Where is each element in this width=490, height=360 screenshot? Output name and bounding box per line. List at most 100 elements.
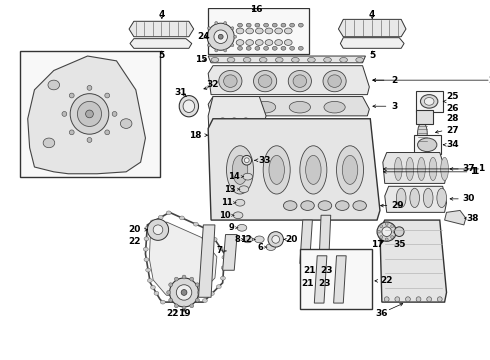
- Ellipse shape: [417, 157, 425, 180]
- Ellipse shape: [237, 224, 247, 231]
- Ellipse shape: [221, 266, 226, 270]
- Ellipse shape: [220, 276, 225, 280]
- Ellipse shape: [265, 40, 273, 45]
- Ellipse shape: [235, 199, 245, 206]
- Ellipse shape: [300, 146, 327, 194]
- Text: 22: 22: [166, 309, 179, 318]
- Ellipse shape: [215, 22, 218, 24]
- Ellipse shape: [230, 145, 238, 153]
- Ellipse shape: [206, 229, 211, 233]
- Ellipse shape: [181, 289, 187, 295]
- Ellipse shape: [385, 238, 388, 241]
- Text: 22: 22: [128, 237, 141, 246]
- Ellipse shape: [69, 130, 74, 135]
- Bar: [208, 8, 310, 54]
- Ellipse shape: [438, 297, 442, 302]
- Ellipse shape: [242, 156, 251, 165]
- Polygon shape: [149, 222, 217, 295]
- Ellipse shape: [281, 23, 286, 27]
- Ellipse shape: [179, 96, 198, 117]
- Ellipse shape: [144, 258, 149, 262]
- Ellipse shape: [77, 102, 101, 126]
- Text: 3: 3: [392, 102, 398, 111]
- Text: 1: 1: [470, 167, 477, 176]
- Ellipse shape: [385, 222, 388, 225]
- Ellipse shape: [190, 304, 194, 308]
- Ellipse shape: [242, 158, 250, 166]
- Ellipse shape: [272, 46, 277, 50]
- Ellipse shape: [394, 157, 402, 180]
- Text: 23: 23: [320, 266, 333, 275]
- Ellipse shape: [264, 23, 269, 27]
- Ellipse shape: [87, 138, 92, 143]
- Ellipse shape: [340, 58, 347, 62]
- Ellipse shape: [170, 278, 198, 307]
- Text: 16: 16: [250, 5, 263, 14]
- Ellipse shape: [283, 201, 297, 211]
- Ellipse shape: [144, 237, 149, 241]
- Ellipse shape: [232, 156, 248, 184]
- Polygon shape: [129, 21, 194, 37]
- Ellipse shape: [169, 298, 172, 302]
- Ellipse shape: [167, 291, 171, 294]
- Polygon shape: [208, 96, 369, 116]
- Text: 20: 20: [285, 235, 298, 244]
- Ellipse shape: [377, 222, 396, 241]
- Ellipse shape: [275, 58, 283, 62]
- Bar: [416, 91, 442, 112]
- Ellipse shape: [272, 23, 277, 27]
- Polygon shape: [222, 235, 237, 270]
- Ellipse shape: [391, 236, 393, 239]
- Ellipse shape: [382, 227, 392, 237]
- Ellipse shape: [219, 71, 242, 92]
- Ellipse shape: [416, 297, 421, 302]
- Ellipse shape: [222, 255, 227, 259]
- Ellipse shape: [353, 201, 367, 211]
- Ellipse shape: [194, 222, 198, 226]
- Ellipse shape: [406, 297, 410, 302]
- Ellipse shape: [158, 215, 163, 219]
- Ellipse shape: [298, 23, 303, 27]
- Ellipse shape: [219, 118, 226, 126]
- Ellipse shape: [245, 158, 249, 163]
- Ellipse shape: [239, 186, 249, 193]
- Text: 12: 12: [240, 235, 251, 244]
- Ellipse shape: [324, 58, 331, 62]
- Ellipse shape: [219, 158, 226, 166]
- Ellipse shape: [275, 40, 282, 45]
- Ellipse shape: [255, 28, 263, 34]
- Ellipse shape: [328, 75, 342, 87]
- Text: 29: 29: [392, 201, 404, 210]
- Polygon shape: [385, 186, 446, 212]
- Ellipse shape: [395, 297, 400, 302]
- Polygon shape: [380, 220, 446, 302]
- Text: 20: 20: [128, 225, 141, 234]
- Ellipse shape: [384, 297, 389, 302]
- Ellipse shape: [269, 156, 284, 184]
- Text: 5: 5: [369, 50, 375, 59]
- Text: 25: 25: [446, 92, 459, 101]
- Ellipse shape: [205, 35, 208, 38]
- Ellipse shape: [224, 22, 227, 24]
- Ellipse shape: [337, 146, 364, 194]
- Ellipse shape: [219, 131, 226, 139]
- Text: 23: 23: [318, 279, 331, 288]
- Polygon shape: [208, 56, 366, 63]
- Ellipse shape: [266, 244, 276, 251]
- Ellipse shape: [268, 232, 283, 247]
- Ellipse shape: [236, 28, 244, 34]
- Ellipse shape: [396, 188, 406, 207]
- Ellipse shape: [190, 277, 194, 281]
- Text: 33: 33: [258, 156, 271, 165]
- Polygon shape: [208, 96, 266, 172]
- Text: 5: 5: [159, 50, 165, 59]
- Bar: [414, 135, 441, 154]
- Ellipse shape: [219, 34, 223, 39]
- Ellipse shape: [62, 112, 67, 116]
- Ellipse shape: [293, 75, 307, 87]
- Ellipse shape: [243, 58, 251, 62]
- Ellipse shape: [323, 71, 346, 92]
- Ellipse shape: [242, 145, 250, 153]
- Ellipse shape: [336, 201, 349, 211]
- Text: 6: 6: [257, 243, 263, 252]
